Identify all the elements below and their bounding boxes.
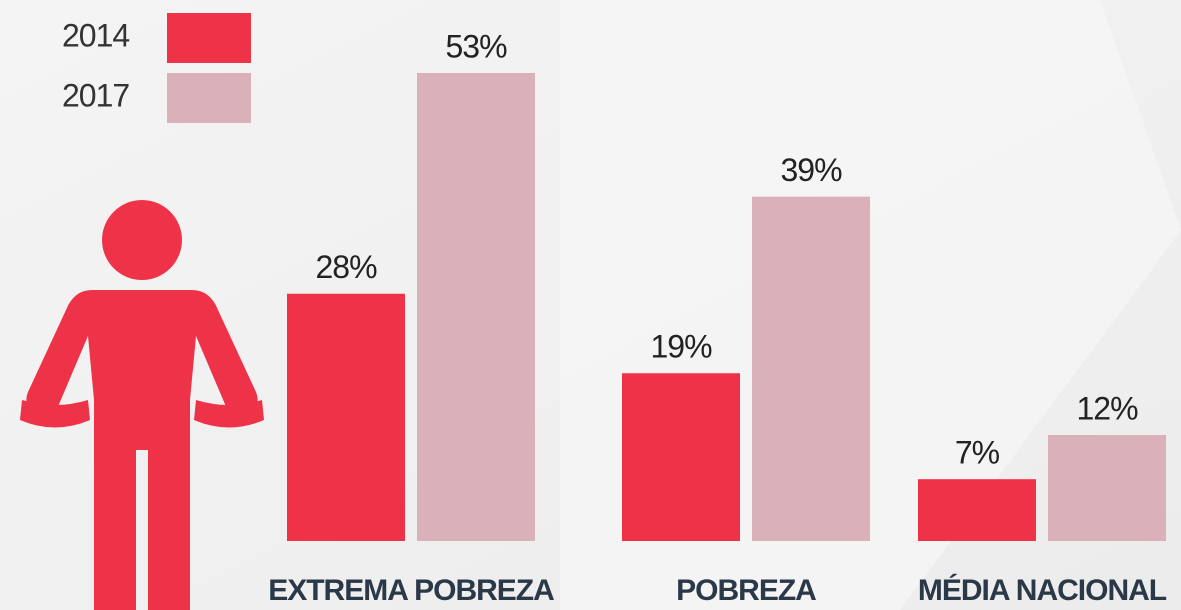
data-label: 53% — [445, 28, 507, 64]
x-tick-label: EXTREMA POBREZA — [268, 574, 554, 607]
data-label: 39% — [780, 152, 842, 188]
legend-label: 2014 — [62, 17, 129, 53]
bar — [752, 196, 870, 542]
legend-swatch — [167, 13, 251, 63]
bar — [287, 293, 405, 541]
x-tick-label: MÉDIA NACIONAL — [918, 573, 1167, 607]
data-label: 28% — [315, 249, 377, 285]
person-icon — [20, 200, 264, 610]
bar — [417, 73, 535, 541]
legend-swatch — [167, 73, 251, 123]
x-tick-label: POBREZA — [676, 574, 816, 607]
legend-label: 2017 — [62, 77, 129, 113]
bar — [1048, 435, 1166, 541]
bar — [622, 373, 740, 541]
data-label: 12% — [1076, 390, 1138, 426]
data-label: 19% — [650, 329, 712, 365]
bar — [918, 479, 1036, 541]
data-label: 7% — [955, 435, 1000, 471]
